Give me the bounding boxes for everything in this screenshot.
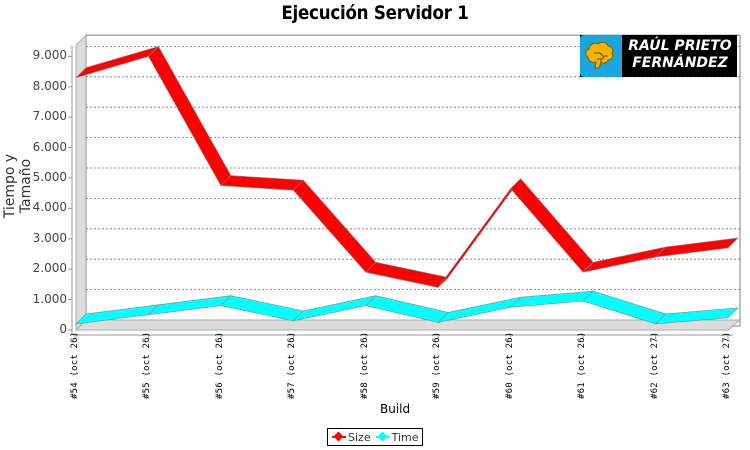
y-tick-label: 0 [59, 322, 67, 336]
x-tick-label: #60 (oct 26) [504, 331, 515, 399]
x-tick-label: #55 (oct 26) [142, 331, 153, 399]
diamond-marker-icon [332, 432, 346, 442]
logo-line-2: FERNÁNDEZ [632, 55, 728, 71]
gridlines [86, 46, 740, 291]
y-tick-label: 2.000 [32, 261, 67, 276]
x-tick-label: #58 (oct 26) [359, 331, 370, 399]
y-tick-label: 9.000 [32, 48, 67, 63]
legend-item-time: Time [375, 431, 419, 444]
legend: Size Time [327, 428, 423, 446]
legend-item-size: Size [332, 431, 371, 444]
x-tick-label: #57 (oct 26) [287, 331, 298, 399]
logo-line-1: RAÚL PRIETO [628, 38, 732, 54]
x-tick-label: #61 (oct 26) [577, 331, 588, 399]
x-tick-label: #63 (oct 27) [722, 331, 732, 399]
y-tick-label: 4.000 [32, 200, 67, 215]
x-tick-label: #56 (oct 26) [214, 331, 225, 399]
x-tick-label: #59 (oct 26) [432, 331, 443, 399]
y-tick-label: 8.000 [32, 78, 67, 93]
x-axis-label: Build [380, 402, 411, 416]
y-tick-label: 3.000 [32, 230, 67, 245]
series-time [75, 290, 739, 325]
y-tick-label: 5.000 [32, 170, 67, 184]
series-ribbons [75, 45, 739, 325]
y-tick-label: 6.000 [32, 139, 67, 154]
brain-circuit-icon [580, 35, 622, 77]
chart-title: Ejecución Servidor 1 [281, 2, 469, 24]
y-tick-label: 7.000 [32, 109, 67, 124]
series-size [75, 45, 739, 288]
y-axis-label: Tiempo y Tamaño [2, 153, 34, 219]
x-tick-label: #62 (oct 27) [649, 331, 660, 399]
diamond-marker-icon [375, 432, 390, 442]
y-tick-label: 1.000 [32, 291, 67, 306]
x-tick-label: #54 (oct 26) [70, 331, 80, 399]
logo: RAÚL PRIETO FERNÁNDEZ [580, 35, 737, 77]
